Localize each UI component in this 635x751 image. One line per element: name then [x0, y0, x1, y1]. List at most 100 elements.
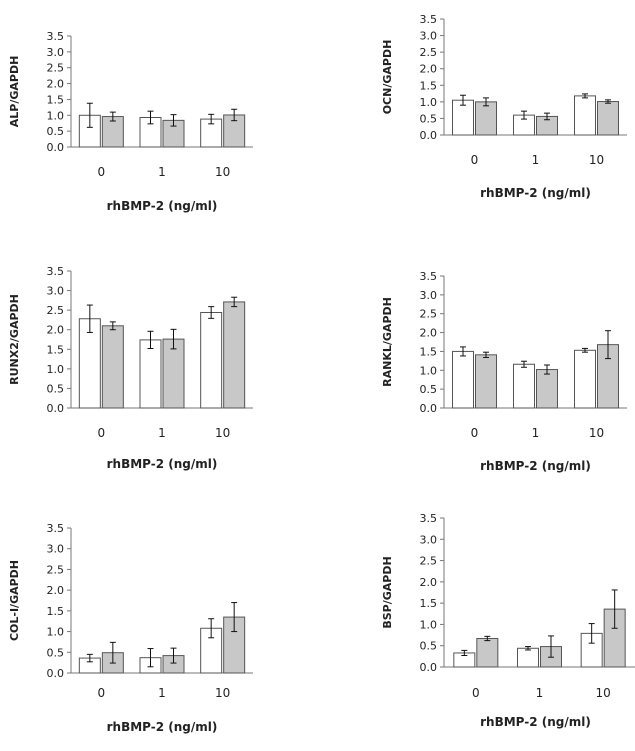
x-tick-label: 0 [98, 426, 106, 440]
x-tick-label: 1 [532, 426, 540, 440]
x-tick-label: 10 [589, 426, 604, 440]
y-tick-label: 2.0 [420, 327, 438, 340]
bar [200, 311, 223, 409]
y-tick-label: 1.5 [420, 345, 438, 358]
y-tick-label: 0.0 [47, 141, 65, 154]
y-tick-label: 1.0 [47, 363, 65, 376]
x-axis-label: rhBMP-2 (ng/ml) [480, 715, 591, 729]
y-tick-label: 0.0 [420, 129, 438, 142]
bar [223, 301, 246, 409]
y-tick-label: 2.5 [420, 46, 438, 59]
bar [517, 647, 539, 668]
y-tick-label: 2.5 [420, 555, 438, 568]
chart-panel: 0.0 0.5 1.0 1.5 2.0 2.5 3.0 3.5 0 1 10 RUNX2/GAPDH r… [8, 265, 253, 471]
y-tick-label: 0.0 [47, 402, 65, 415]
x-tick-label: 0 [98, 686, 106, 700]
y-tick-label: 3.5 [47, 30, 65, 43]
x-axis-label: rhBMP-2 (ng/ml) [107, 199, 218, 213]
y-tick-label: 2.0 [420, 63, 438, 76]
y-tick-label: 1.5 [47, 343, 65, 356]
y-tick-label: 2.0 [47, 584, 65, 597]
y-tick-label: 0.5 [47, 382, 65, 395]
bar [452, 350, 474, 409]
y-tick-label: 1.0 [420, 618, 438, 631]
x-tick-label: 1 [158, 426, 166, 440]
y-tick-label: 3.0 [47, 543, 65, 556]
y-axis-label: OCN/GAPDH [381, 40, 394, 115]
x-tick-label: 10 [589, 153, 604, 167]
x-tick-label: 0 [472, 686, 480, 700]
y-tick-label: 2.5 [420, 308, 438, 321]
y-tick-label: 0.5 [420, 383, 438, 396]
bar [536, 369, 558, 409]
y-tick-label: 1.5 [47, 93, 65, 106]
y-tick-label: 3.0 [420, 30, 438, 43]
y-tick-label: 3.5 [420, 512, 438, 525]
y-tick-label: 3.0 [420, 533, 438, 546]
x-tick-label: 0 [98, 165, 106, 179]
y-tick-label: 0.0 [47, 667, 65, 680]
bar [574, 349, 596, 409]
chart-panel: 0.0 0.5 1.0 1.5 2.0 2.5 3.0 3.5 0 1 10 RANKL/GAPDH r… [381, 270, 627, 473]
bar [101, 325, 124, 409]
x-tick-label: 0 [471, 426, 479, 440]
chart-panel: 0.0 0.5 1.0 1.5 2.0 2.5 3.0 3.5 0 1 10 OCN/GAPDH rhB… [381, 13, 627, 200]
y-tick-label: 0.5 [47, 125, 65, 138]
y-tick-label: 0.5 [420, 640, 438, 653]
bar [476, 637, 499, 668]
x-tick-label: 1 [536, 686, 544, 700]
y-tick-label: 1.5 [420, 597, 438, 610]
y-tick-label: 2.5 [47, 304, 65, 317]
y-axis-label: RANKL/GAPDH [381, 297, 394, 387]
y-tick-label: 2.0 [47, 78, 65, 91]
bar [574, 95, 596, 136]
y-tick-label: 0.0 [420, 661, 438, 674]
x-tick-label: 1 [532, 153, 540, 167]
y-tick-label: 0.5 [420, 112, 438, 125]
x-tick-label: 1 [158, 165, 166, 179]
y-axis-label: COL-I/GAPDH [8, 560, 21, 641]
x-axis-label: rhBMP-2 (ng/ml) [480, 459, 591, 473]
y-tick-label: 2.0 [420, 576, 438, 589]
y-axis-label: RUNX2/GAPDH [8, 294, 21, 385]
y-tick-label: 2.5 [47, 62, 65, 75]
x-axis-label: rhBMP-2 (ng/ml) [480, 186, 591, 200]
y-tick-label: 3.5 [420, 270, 438, 283]
y-axis-label: ALP/GAPDH [8, 56, 21, 128]
x-tick-label: 10 [596, 686, 611, 700]
x-tick-label: 10 [215, 426, 230, 440]
bar [475, 354, 497, 409]
y-tick-label: 3.0 [47, 46, 65, 59]
y-tick-label: 3.5 [420, 13, 438, 26]
y-tick-label: 1.0 [420, 96, 438, 109]
y-tick-label: 3.5 [47, 522, 65, 535]
y-tick-label: 1.0 [47, 109, 65, 122]
chart-panel: 0.0 0.5 1.0 1.5 2.0 2.5 3.0 3.5 0 1 10 ALP/GAPDH rhB… [8, 30, 253, 213]
y-tick-label: 0.5 [47, 646, 65, 659]
chart-panel: 0.0 0.5 1.0 1.5 2.0 2.5 3.0 3.5 0 1 10 BSP/GAPDH rhB… [381, 512, 635, 729]
x-axis-label: rhBMP-2 (ng/ml) [107, 720, 218, 734]
x-tick-label: 10 [215, 686, 230, 700]
y-axis-label: BSP/GAPDH [381, 556, 394, 628]
x-tick-label: 0 [471, 153, 479, 167]
y-tick-label: 1.0 [47, 626, 65, 639]
chart-panel: 0.0 0.5 1.0 1.5 2.0 2.5 3.0 3.5 0 1 10 COL-I/GAPDH r… [8, 522, 253, 734]
x-tick-label: 10 [215, 165, 230, 179]
bar [162, 338, 185, 409]
y-tick-label: 3.0 [420, 289, 438, 302]
x-axis-label: rhBMP-2 (ng/ml) [107, 457, 218, 471]
y-tick-label: 1.0 [420, 364, 438, 377]
bar [513, 363, 535, 409]
y-tick-label: 1.5 [47, 605, 65, 618]
bar [597, 101, 619, 136]
y-tick-label: 2.0 [47, 324, 65, 337]
y-tick-label: 3.5 [47, 265, 65, 278]
y-tick-label: 1.5 [420, 79, 438, 92]
bar [139, 339, 162, 409]
y-tick-label: 3.0 [47, 285, 65, 298]
bar [475, 101, 497, 136]
y-tick-label: 0.0 [420, 402, 438, 415]
y-tick-label: 2.5 [47, 563, 65, 576]
x-tick-label: 1 [158, 686, 166, 700]
